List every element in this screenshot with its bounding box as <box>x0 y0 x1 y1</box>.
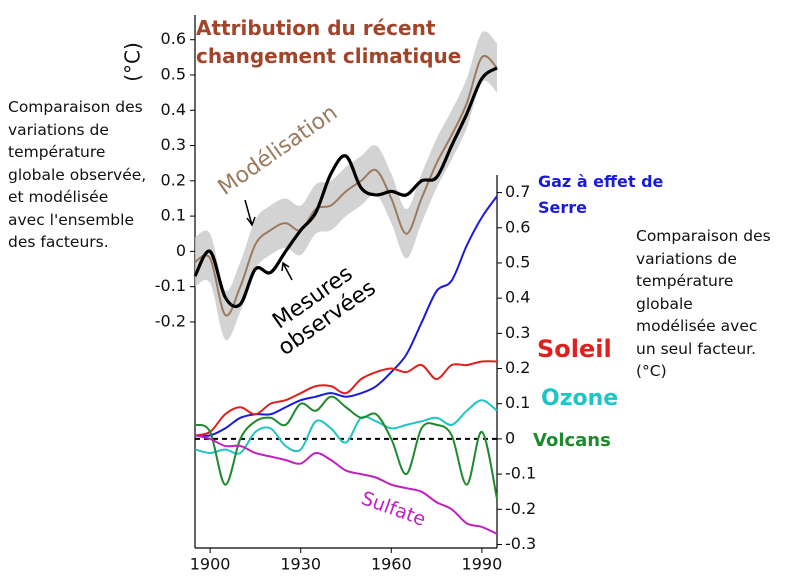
y-tick-label: -0.2 <box>155 311 186 330</box>
y-tick-label: 0 <box>505 428 515 447</box>
y-tick-label: 0.3 <box>505 323 530 342</box>
series-line <box>194 434 498 535</box>
x-tick-label: 1960 <box>371 555 412 574</box>
series-line <box>194 395 498 499</box>
y-tick-label: 0.5 <box>161 64 186 83</box>
y-tick-label: 0.5 <box>505 252 530 271</box>
series-label: Ozone <box>541 386 619 411</box>
y-tick-label: 0.2 <box>505 358 530 377</box>
x-tick-label: 1990 <box>462 555 503 574</box>
y-tick-label: -0.1 <box>155 276 186 295</box>
left-caption: Comparaison des variations de températur… <box>8 98 147 251</box>
series-label: Soleil <box>537 335 612 363</box>
y-tick-label: 0.3 <box>161 135 186 154</box>
chart-title: Attribution du récent changement climati… <box>196 16 462 68</box>
y-tick-label: 0.6 <box>505 217 530 236</box>
y-tick-label: 0.2 <box>161 170 186 189</box>
y-tick-label: 0 <box>176 241 186 260</box>
series-label: Gaz à effet de Serre <box>538 172 664 217</box>
series-line <box>194 55 498 317</box>
series-line <box>194 360 498 437</box>
y-tick-label: 0.1 <box>505 393 530 412</box>
y-tick-label: 0.1 <box>161 206 186 225</box>
y-tick-label: 0.4 <box>505 288 530 307</box>
y-tick-label: 0.4 <box>161 100 186 119</box>
arrow <box>244 199 256 227</box>
series-label: Volcans <box>533 430 611 451</box>
y-tick-label: -0.1 <box>505 464 536 483</box>
arrow <box>281 261 293 281</box>
right-caption: Comparaison des variations de températur… <box>636 227 771 380</box>
y-tick-label: 0.6 <box>161 29 186 48</box>
y-axis-label: (°C) <box>121 42 145 82</box>
x-tick-label: 1900 <box>190 555 231 574</box>
series-line <box>194 195 498 437</box>
uncertainty-band <box>195 31 497 341</box>
y-tick-label: -0.3 <box>505 534 536 553</box>
series-line <box>193 66 498 309</box>
y-tick-label: -0.2 <box>505 499 536 518</box>
x-tick-label: 1930 <box>280 555 321 574</box>
y-tick-label: 0.7 <box>505 182 530 201</box>
